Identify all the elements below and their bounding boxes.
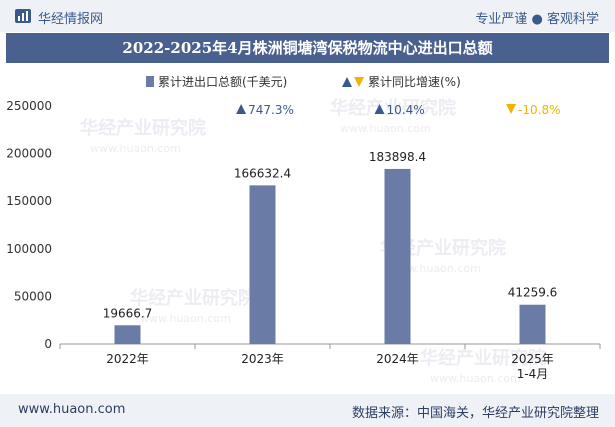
watermark-en-1: www.huaon.com [340, 122, 431, 135]
data-source: 数据来源：中国海关，华经产业研究院整理 [351, 406, 599, 421]
y-tick-label: 100000 [6, 242, 52, 256]
growth-up-icon [374, 104, 385, 114]
growth-value-label: 10.4% [387, 103, 425, 117]
bar-3 [519, 304, 546, 344]
watermark-cn-0: 华经产业研究院 [80, 117, 206, 139]
footer-bar: www.huaon.com 数据来源：中国海关，华经产业研究院整理 [0, 394, 615, 427]
bar-chart: 华经产业研究院 www.huaon.com 华经产业研究院 www.huaon.com… [6, 75, 601, 385]
bar-value-label: 19666.7 [103, 306, 153, 320]
bar-1 [249, 185, 276, 344]
bar-value-label: 183898.4 [369, 150, 426, 164]
x-tick-label: 2023年 [241, 352, 284, 366]
growth-down-icon [506, 104, 517, 114]
legend-down-triangle-icon [354, 77, 364, 87]
watermark-cn-2: 华经产业研究院 [130, 287, 256, 309]
y-tick-label: 150000 [6, 194, 52, 208]
watermark-en-4: www.huaon.com [430, 372, 521, 385]
brand-name: 华经情报网 [38, 12, 104, 27]
x-tick-label: 2025年 [511, 352, 554, 366]
tagline: 专业严谨 ● 客观科学 [475, 12, 599, 27]
header-bar: 华经情报网 专业严谨 ● 客观科学 [0, 0, 615, 32]
watermark-en-0: www.huaon.com [90, 142, 181, 155]
bar-value-label: 166632.4 [234, 166, 291, 180]
watermark-cn-3: 华经产业研究院 [380, 237, 506, 259]
bar-0 [114, 325, 141, 344]
y-tick-label: 200000 [6, 147, 52, 161]
x-tick-label: 2022年 [106, 352, 149, 366]
legend-growth-label: 累计同比增速(%) [368, 75, 461, 89]
legend-bar-label: 累计进出口总额(千美元) [158, 75, 287, 89]
watermark-en-2: www.huaon.com [140, 312, 231, 325]
growth-up-icon [236, 104, 247, 114]
legend-up-triangle-icon [342, 77, 352, 87]
title-bar: 2022-2025年4月株洲铜塘湾保税物流中心进出口总额 [6, 33, 609, 63]
bar-value-label: 41259.6 [508, 286, 558, 300]
growth-value-label: 747.3% [248, 103, 294, 117]
legend-bar-swatch [146, 76, 154, 87]
watermark-cn-4: 华经产业研究院 [420, 347, 546, 369]
x-tick-label: 2024年 [376, 352, 419, 366]
y-tick-label: 50000 [14, 289, 52, 303]
website-link[interactable]: www.huaon.com [18, 402, 126, 417]
watermark-en-3: www.huaon.com [390, 262, 481, 275]
y-tick-label: 250000 [6, 99, 52, 113]
bar-2 [384, 168, 411, 344]
x-tick-label: 1-4月 [517, 367, 549, 381]
growth-value-label: -10.8% [518, 103, 560, 117]
chart-title: 2022-2025年4月株洲铜塘湾保税物流中心进出口总额 [122, 39, 493, 57]
huaon-logo-icon [15, 9, 31, 23]
watermark-cn-1: 华经产业研究院 [330, 97, 456, 119]
y-tick-label: 0 [44, 337, 52, 351]
